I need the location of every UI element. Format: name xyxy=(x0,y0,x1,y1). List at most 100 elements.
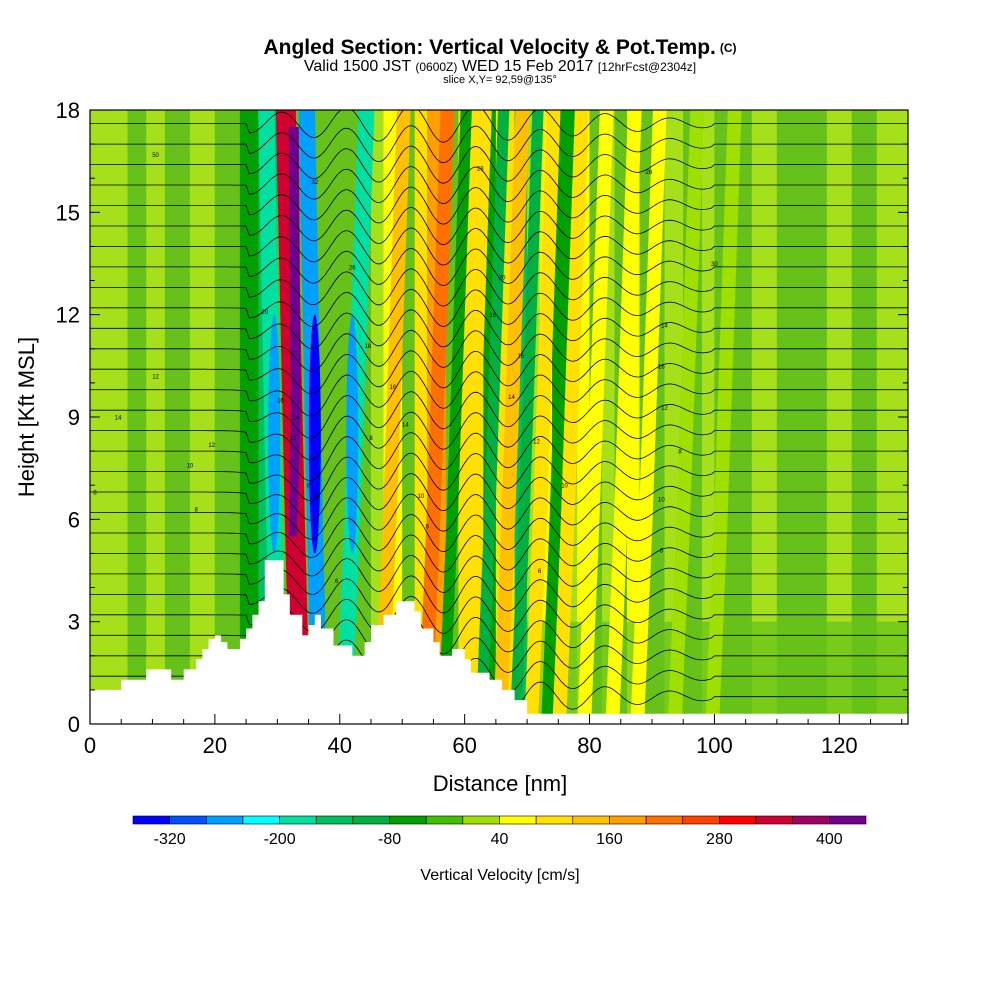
isentrope-line xyxy=(90,247,908,287)
isentrope-label: 12 xyxy=(208,443,215,449)
velocity-field xyxy=(90,110,908,724)
isentrope-label: 16 xyxy=(390,385,397,391)
isentrope-label: 20 xyxy=(499,276,506,282)
updraft-band xyxy=(524,110,561,724)
updraft-band xyxy=(374,110,411,724)
colorbar-tick-label: -200 xyxy=(264,831,296,848)
isentrope-label: 18 xyxy=(365,344,372,350)
isentrope-label: 12 xyxy=(290,436,297,442)
downdraft-band xyxy=(438,110,472,724)
x-tick-label: 0 xyxy=(84,733,96,758)
isentrope-line xyxy=(90,166,908,205)
isentrope-line xyxy=(90,110,908,143)
isentrope-label: 26 xyxy=(349,265,356,271)
subtitle-valid: Valid 1500 JST xyxy=(303,58,411,75)
downdraft-core xyxy=(308,314,321,554)
y-tick-label: 0 xyxy=(68,712,80,737)
isentrope-label: 14 xyxy=(661,323,668,329)
updraft-band xyxy=(630,110,667,724)
field-band xyxy=(127,110,147,724)
isentrope-line xyxy=(90,513,908,559)
isentrope-label: 20 xyxy=(261,310,268,316)
isentrope-label: 14 xyxy=(115,416,122,422)
field-band xyxy=(701,110,715,724)
title-block: Angled Section: Vertical Velocity & Pot.… xyxy=(0,36,1000,86)
subtitle-forecast: [12hrFcst@2304z] xyxy=(597,60,697,74)
colorbar-swatch xyxy=(352,815,390,825)
isentrope-label: 8 xyxy=(426,525,430,531)
updraft-band xyxy=(605,110,642,724)
isentrope-label: 32 xyxy=(311,180,318,186)
colorbar-swatch xyxy=(279,815,317,825)
isentrope-label: 16 xyxy=(518,354,525,360)
chart-title-text: Angled Section: Vertical Velocity & Pot.… xyxy=(263,36,716,59)
isentrope-label: 8 xyxy=(369,436,373,442)
chart-title-units: (C) xyxy=(719,41,737,55)
field-band xyxy=(164,110,190,724)
isentrope-label: 16 xyxy=(277,398,284,404)
field-band xyxy=(189,110,215,724)
colorbar-title: Vertical Velocity [cm/s] xyxy=(420,867,579,884)
field-band xyxy=(146,110,165,724)
x-tick-label: 120 xyxy=(821,733,858,758)
y-tick-label: 12 xyxy=(56,303,80,328)
terrain-profile xyxy=(90,560,908,725)
x-tick-label: 20 xyxy=(203,733,227,758)
isentrope-label: 10 xyxy=(187,463,194,469)
y-tick-label: 6 xyxy=(68,507,80,532)
colorbar-swatch xyxy=(609,815,647,825)
x-tick-label: 80 xyxy=(577,733,601,758)
colorbar-swatch xyxy=(755,815,793,825)
updraft-band xyxy=(667,110,705,724)
chart-subtitle: Valid 1500 JST (0600Z) WED 15 Feb 2017 [… xyxy=(0,58,1000,76)
isentrope-label: 14 xyxy=(293,416,300,422)
updraft-band xyxy=(705,110,742,724)
colorbar-swatch xyxy=(682,815,720,825)
downdraft-core xyxy=(346,314,359,554)
colorbar-swatch xyxy=(499,815,537,825)
isentrope-line xyxy=(90,268,908,307)
isentrope-label: 8 xyxy=(93,491,97,497)
isentrope-line xyxy=(90,206,908,246)
field-band xyxy=(214,110,240,724)
isentrope-label: 6 xyxy=(335,579,339,585)
isentrope-line xyxy=(90,186,908,225)
isentrope-label: 14 xyxy=(402,422,409,428)
colorbar-swatch xyxy=(572,815,610,825)
isentrope-label: 6 xyxy=(538,569,542,575)
y-tick-label: 18 xyxy=(56,98,80,123)
colorbar-swatch xyxy=(719,815,757,825)
isentrope-labels: 50 32 28 28 26 20 30 20 16 14 18 16 16 12 16 14 16 12 14 14… xyxy=(93,153,718,585)
isentrope-line xyxy=(90,329,908,372)
colorbar-swatch xyxy=(645,815,684,825)
colorbar-swatch xyxy=(132,815,170,825)
colorbar-tick-label: -320 xyxy=(154,831,186,848)
updraft-core xyxy=(288,127,301,537)
updraft-band xyxy=(493,110,530,724)
updraft-band xyxy=(418,110,455,724)
isentrope-label: 16 xyxy=(489,313,496,319)
isentrope-line xyxy=(90,554,908,595)
isentrope-label: 8 xyxy=(194,508,198,514)
isentrope-label: 30 xyxy=(711,262,718,268)
isentrope-line xyxy=(90,493,908,540)
colorbar-swatch xyxy=(462,815,500,825)
colorbar-swatch xyxy=(535,815,574,825)
colorbar-tick-label: -80 xyxy=(378,831,401,848)
colorbar-swatch xyxy=(242,815,280,825)
axes: 0 20 40 60 80 100 120 0 3 6 9 12 15 18 xyxy=(56,98,908,758)
isentrope-label: 12 xyxy=(661,405,668,411)
isentrope-label: 12 xyxy=(315,473,322,479)
isentrope-label: 12 xyxy=(533,439,540,445)
x-tick-label: 100 xyxy=(696,733,733,758)
isentrope-label: 10 xyxy=(561,484,568,490)
subtitle-utc: (0600Z) xyxy=(415,60,458,74)
isentrope-label: 10 xyxy=(313,494,320,500)
isentrope-line xyxy=(90,309,908,350)
isentrope-line xyxy=(90,616,908,655)
isentrope-line xyxy=(90,125,908,164)
downdraft-band xyxy=(475,110,510,724)
updraft-band xyxy=(552,110,589,724)
y-tick-label: 3 xyxy=(68,610,80,635)
